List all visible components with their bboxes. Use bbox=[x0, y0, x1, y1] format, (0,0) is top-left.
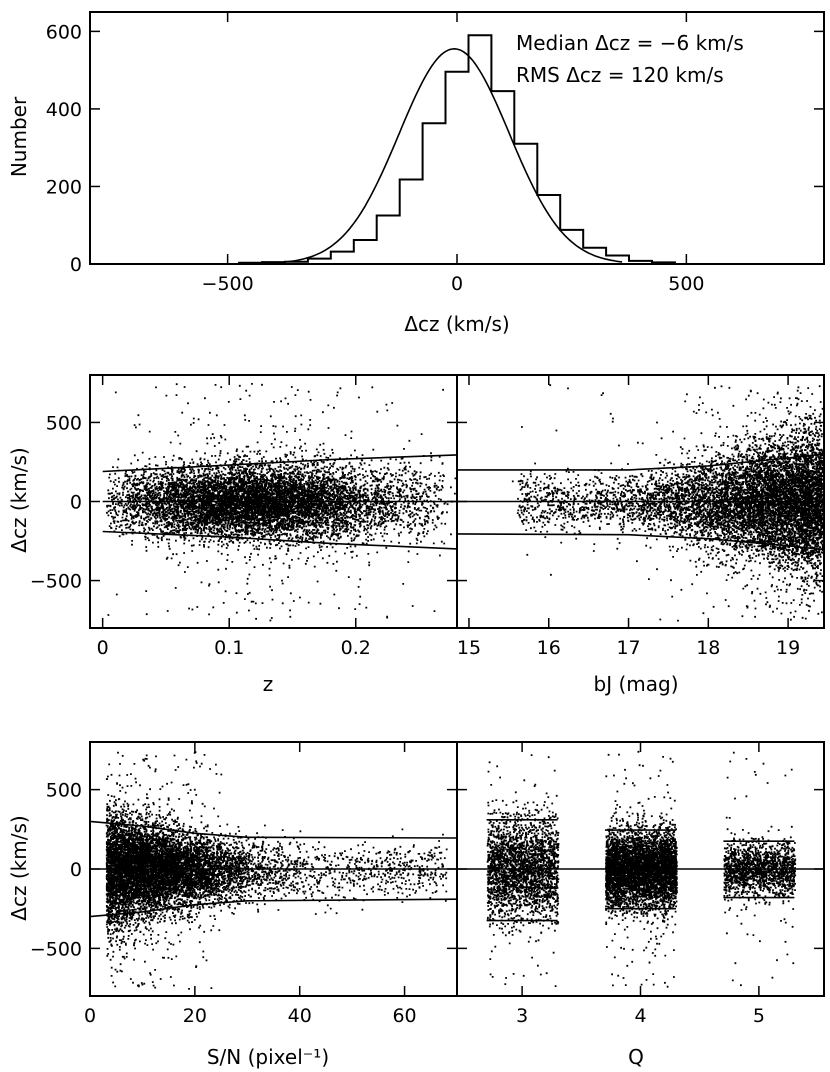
q-scatter-panel: Q 3 4 5 bbox=[456, 741, 825, 1069]
sn-ytick-label: 500 bbox=[46, 780, 82, 802]
sn-xtick-label: 0 bbox=[84, 1005, 96, 1027]
bj-upper-band bbox=[457, 453, 825, 471]
hist-xlabel: Δcz (km/s) bbox=[404, 312, 509, 336]
z-xtick-label: 0 bbox=[97, 637, 109, 659]
sn-scatter-points bbox=[105, 751, 448, 990]
hist-ytick-label: 0 bbox=[70, 254, 82, 276]
z-ytick-label: −500 bbox=[30, 571, 82, 593]
sn-scatter-panel: S/N (pixel⁻¹) Δcz (km/s) 0 20 40 60 −500 0 500 bbox=[7, 741, 458, 1069]
q-xtick-label: 3 bbox=[516, 1005, 528, 1027]
z-xtick-label: 0.1 bbox=[214, 637, 244, 659]
hist-ylabel: Number bbox=[7, 96, 31, 177]
bj-xtick-label: 19 bbox=[776, 637, 800, 659]
histogram-bin bbox=[446, 72, 469, 264]
sn-ytick-label: −500 bbox=[30, 938, 82, 960]
sn-xtick-label: 20 bbox=[183, 1005, 207, 1027]
histogram-panel: Median Δcz = −6 km/s RMS Δcz = 120 km/s … bbox=[7, 11, 825, 336]
histogram-bin bbox=[400, 179, 423, 264]
bj-xlabel: bJ (mag) bbox=[594, 672, 679, 696]
q-xtick-label: 4 bbox=[634, 1005, 646, 1027]
histogram-bin bbox=[468, 35, 491, 264]
bj-scatter-points bbox=[511, 384, 824, 622]
histogram-bin bbox=[423, 123, 446, 264]
sn-xlabel: S/N (pixel⁻¹) bbox=[207, 1045, 329, 1069]
z-scatter-panel: z Δcz (km/s) 0 0.1 0.2 −500 0 500 bbox=[7, 374, 458, 696]
sn-xtick-label: 40 bbox=[288, 1005, 312, 1027]
z-lower-band bbox=[102, 530, 458, 550]
hist-ytick-label: 600 bbox=[46, 21, 82, 43]
hist-xtick-label: 500 bbox=[668, 273, 704, 295]
sn-upper-band bbox=[89, 820, 458, 839]
z-xlabel: z bbox=[263, 672, 274, 696]
z-xtick-label: 0.2 bbox=[341, 637, 371, 659]
median-annotation: Median Δcz = −6 km/s bbox=[516, 31, 744, 55]
histogram-bin bbox=[537, 195, 560, 264]
sn-xtick-label: 60 bbox=[392, 1005, 416, 1027]
hist-ytick-label: 200 bbox=[46, 176, 82, 198]
gaussian-fit-curve bbox=[287, 47, 623, 263]
sn-ylabel: Δcz (km/s) bbox=[7, 815, 31, 920]
bj-lower-band bbox=[456, 533, 825, 551]
histogram-bin bbox=[377, 216, 400, 264]
bj-xtick-label: 17 bbox=[616, 637, 640, 659]
bj-scatter-panel: bJ (mag) 15 16 17 18 19 bbox=[456, 374, 825, 696]
histogram-bin bbox=[354, 240, 377, 264]
hist-xtick-label: −500 bbox=[202, 273, 254, 295]
hist-ytick-label: 400 bbox=[46, 99, 82, 121]
bj-xtick-label: 16 bbox=[537, 637, 561, 659]
rms-annotation: RMS Δcz = 120 km/s bbox=[516, 63, 724, 87]
histogram-steps bbox=[238, 34, 676, 264]
histogram-bin bbox=[331, 252, 354, 264]
z-upper-band bbox=[102, 454, 458, 473]
q-xlabel: Q bbox=[628, 1045, 644, 1069]
histogram-bin bbox=[514, 144, 537, 264]
sn-lower-band bbox=[89, 898, 458, 918]
bj-xtick-label: 15 bbox=[457, 637, 481, 659]
z-ylabel: Δcz (km/s) bbox=[7, 447, 31, 552]
bj-xtick-label: 18 bbox=[696, 637, 720, 659]
q-xtick-label: 5 bbox=[753, 1005, 765, 1027]
sn-ytick-label: 0 bbox=[70, 859, 82, 881]
hist-xtick-label: 0 bbox=[451, 273, 463, 295]
z-ytick-label: 0 bbox=[70, 492, 82, 514]
z-ytick-label: 500 bbox=[46, 412, 82, 434]
